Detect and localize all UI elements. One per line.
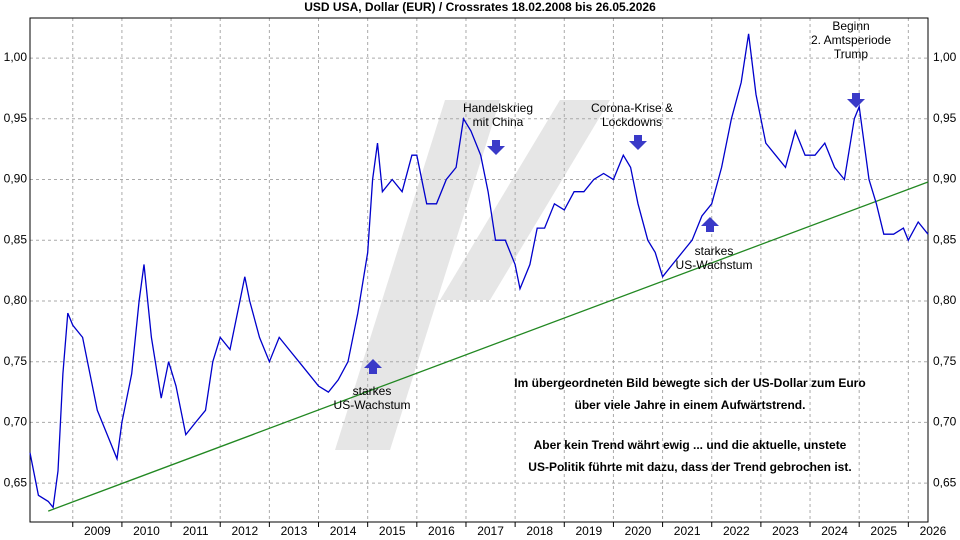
x-tick-label: 2024: [821, 524, 848, 538]
arrow: [629, 135, 647, 150]
note: Aber kein Trend währt ewig ... und die a…: [534, 438, 847, 452]
annotation: Corona-Krise &: [591, 101, 673, 115]
annotation: US-Wachstum: [676, 258, 753, 272]
x-tick-label: 2014: [330, 524, 357, 538]
y-tick-label: 1,00: [4, 50, 28, 64]
annotation: US-Wachstum: [334, 398, 411, 412]
arrow: [487, 140, 505, 155]
arrow: [364, 359, 382, 374]
note: Im übergeordneten Bild bewegte sich der …: [514, 376, 865, 390]
x-tick-label: 2012: [231, 524, 258, 538]
y2-tick-label: 0,65: [933, 475, 957, 489]
y-tick-label: 0,85: [4, 232, 28, 246]
line: [29, 33, 929, 509]
trend-line: [47, 181, 929, 512]
annotation: starkes: [353, 384, 392, 398]
annotation: Beginn: [832, 19, 869, 33]
y-tick-label: 0,70: [4, 415, 28, 429]
y2-tick-label: 0,95: [933, 111, 957, 125]
chart-title: USD USA, Dollar (EUR) / Crossrates 18.02…: [304, 0, 656, 14]
y2-tick-label: 0,90: [933, 172, 957, 186]
arrow: [847, 93, 865, 108]
y2-tick-label: 0,75: [933, 354, 957, 368]
note: über viele Jahre in einem Aufwärtstrend.: [575, 398, 806, 412]
x-tick-label: 2011: [183, 524, 209, 538]
x-tick-label: 2026: [920, 524, 947, 538]
x-tick-label: 2009: [84, 524, 111, 538]
y2-tick-label: 1,00: [933, 50, 957, 64]
x-tick-label: 2019: [576, 524, 603, 538]
x-tick-label: 2018: [526, 524, 553, 538]
y-tick-label: 0,90: [4, 172, 28, 186]
annotation: mit China: [473, 115, 524, 129]
x-tick-label: 2020: [625, 524, 652, 538]
x-tick-label: 2013: [281, 524, 308, 538]
x-tick-label: 2010: [133, 524, 160, 538]
annotation: 2. Amtsperiode: [811, 33, 891, 47]
x-tick-label: 2017: [477, 524, 504, 538]
y-tick-label: 0,80: [4, 293, 28, 307]
x-tick-label: 2025: [870, 524, 897, 538]
annotation: Handelskrieg: [463, 101, 533, 115]
x-tick-label: 2021: [674, 524, 701, 538]
y2-tick-label: 0,85: [933, 232, 957, 246]
annotation: Lockdowns: [602, 115, 662, 129]
y-tick-label: 0,65: [4, 475, 28, 489]
y-tick-label: 0,95: [4, 111, 28, 125]
note: US-Politik führte mit dazu, dass der Tre…: [528, 460, 851, 474]
arrow: [701, 217, 719, 232]
y2-tick-label: 0,80: [933, 293, 957, 307]
x-tick-label: 2015: [379, 524, 406, 538]
x-tick-label: 2016: [428, 524, 455, 538]
y-tick-label: 0,75: [4, 354, 28, 368]
x-tick-label: 2022: [723, 524, 750, 538]
annotation: starkes: [695, 244, 734, 258]
annotation: Trump: [834, 47, 869, 61]
plot-frame: [29, 17, 929, 523]
watermark: [440, 100, 610, 300]
x-tick-label: 2023: [772, 524, 799, 538]
y2-tick-label: 0,70: [933, 415, 957, 429]
